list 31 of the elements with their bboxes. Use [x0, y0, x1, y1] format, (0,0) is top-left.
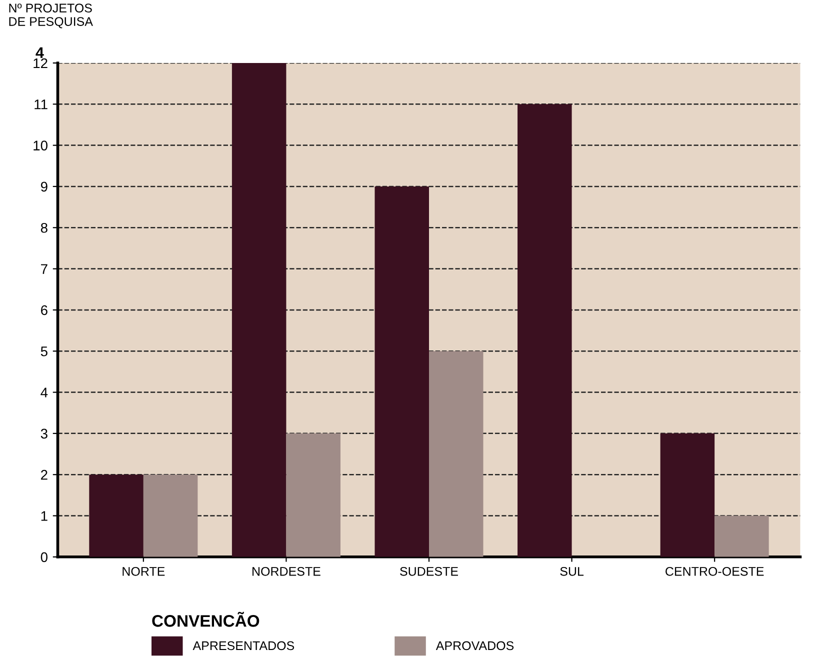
y-tick-label: 11	[34, 100, 48, 110]
y-tick-label: 0	[40, 552, 48, 562]
y-tick-label: 5	[40, 346, 48, 356]
x-tick-label: NORDESTE	[252, 566, 320, 576]
bar	[714, 516, 769, 557]
y-tick-label: 3	[40, 428, 48, 439]
bar	[429, 351, 484, 557]
x-tick-label: SUDESTE	[400, 566, 458, 576]
bar	[518, 104, 572, 557]
legend-label: APRESENTADOS	[192, 641, 294, 650]
y-tick-label: 1	[41, 511, 48, 521]
bar	[374, 186, 429, 557]
y-tick-label: 9	[40, 182, 48, 192]
bar	[232, 62, 286, 557]
bar	[286, 433, 340, 557]
y-tick-label: 2	[41, 470, 48, 480]
legend-label: APROVADOS	[436, 641, 514, 650]
y-tick-label: 7	[41, 264, 48, 274]
x-tick-label: SUL	[560, 566, 584, 576]
bar	[660, 433, 715, 557]
bar	[143, 474, 198, 557]
y-tick-label: 12	[34, 58, 48, 68]
x-tick-label: CENTRO-OESTE	[666, 566, 764, 576]
y-tick-label: 10	[34, 140, 48, 150]
y-tick-label: 4	[40, 388, 48, 398]
legend-title: CONVENCÃO	[152, 612, 260, 627]
y-tick-label: 6	[41, 305, 48, 316]
y-axis-title: Nº PROJETOS DE PESQUISA	[9, 4, 93, 28]
y-tick-label: 8	[40, 222, 48, 233]
x-tick-label: NORTE	[122, 566, 165, 576]
bar	[89, 474, 144, 557]
